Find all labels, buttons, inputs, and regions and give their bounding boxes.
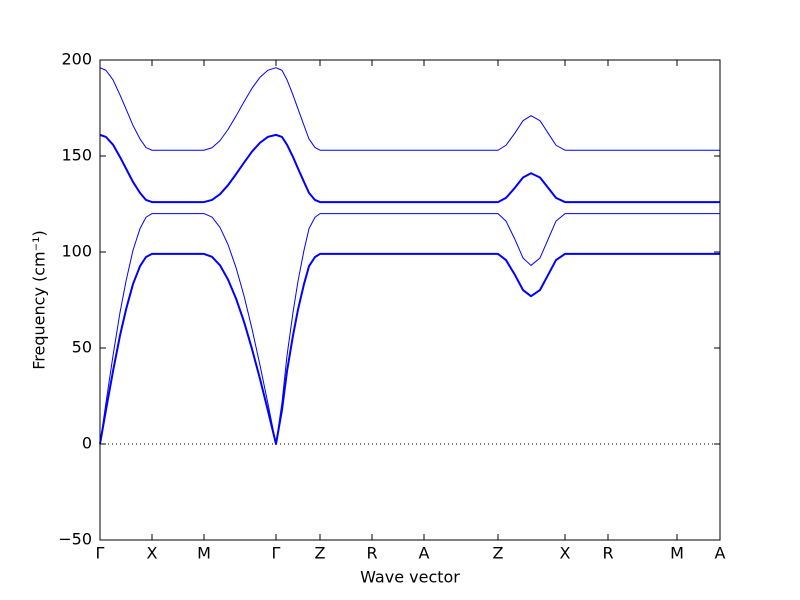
- y-axis-label: Frequency (cm⁻¹): [30, 230, 49, 369]
- x-tick-label: X: [147, 544, 158, 563]
- y-tick-label: 50: [72, 338, 92, 357]
- band-line: [99, 133, 720, 204]
- x-tick-label: M: [670, 544, 684, 563]
- x-tick-label: A: [419, 544, 430, 563]
- band-line: [99, 213, 720, 445]
- x-tick-label: R: [366, 544, 377, 563]
- x-tick-label: Γ: [272, 544, 281, 563]
- x-tick-label: Z: [493, 544, 504, 563]
- x-tick-label: Z: [315, 544, 326, 563]
- y-tick-label: 100: [61, 242, 92, 261]
- x-tick-label: M: [197, 544, 211, 563]
- y-tick-label: 150: [61, 146, 92, 165]
- y-tick-label: 200: [61, 50, 92, 69]
- x-tick-label: R: [602, 544, 613, 563]
- y-tick-label: 0: [82, 434, 92, 453]
- x-tick-label: X: [560, 544, 571, 563]
- band-line: [99, 252, 720, 445]
- x-axis-label: Wave vector: [360, 568, 460, 587]
- plot-frame: [99, 59, 721, 541]
- band-line: [99, 67, 720, 151]
- y-tick-label: −50: [58, 530, 92, 549]
- x-tick-label: Γ: [96, 544, 105, 563]
- x-tick-label: A: [715, 544, 726, 563]
